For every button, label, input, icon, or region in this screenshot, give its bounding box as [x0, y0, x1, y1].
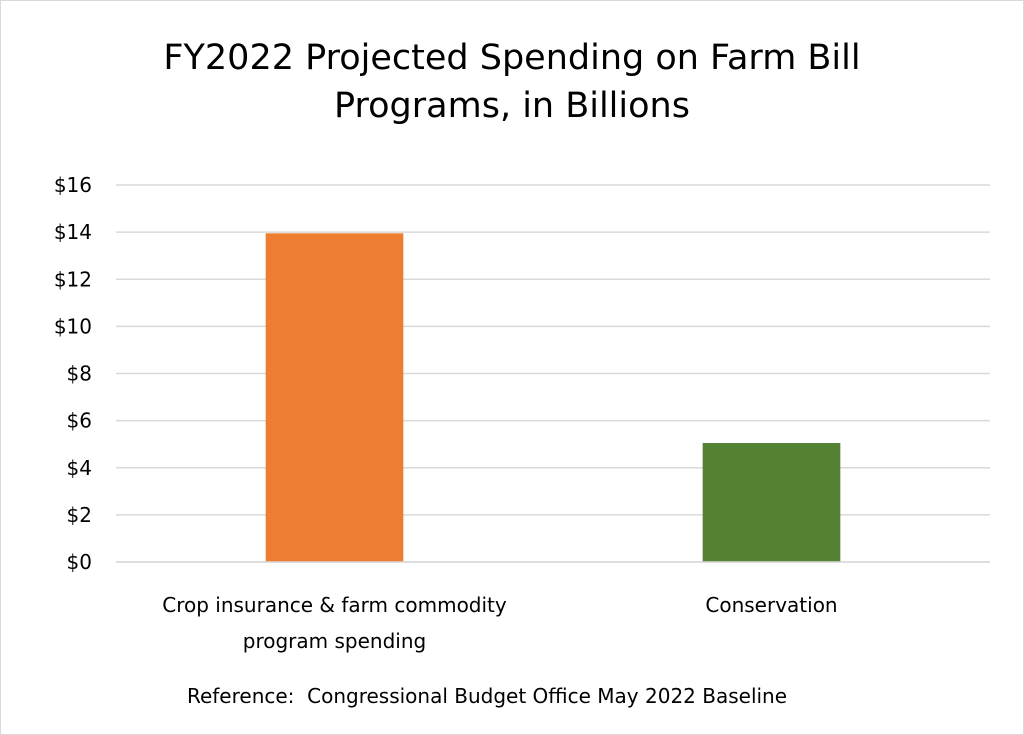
reference-note: Reference: Congressional Budget Office M… [186, 684, 788, 708]
y-tick-label: $6 [67, 409, 92, 433]
x-category-label: program spending [243, 629, 426, 653]
y-tick-label: $16 [54, 173, 92, 197]
bar-conservation [702, 443, 841, 562]
bar-crop-insurance [265, 233, 404, 562]
chart-title-line-2: Programs, in Billions [334, 86, 690, 126]
x-category-label: Conservation [705, 593, 837, 617]
y-tick-label: $4 [67, 456, 92, 480]
y-tick-label: $8 [67, 362, 92, 386]
y-tick-label: $0 [67, 550, 92, 574]
chart-title-line-1: FY2022 Projected Spending on Farm Bill [163, 38, 861, 78]
x-category-label: Crop insurance & farm commodity [162, 593, 507, 617]
y-tick-label: $10 [54, 314, 92, 338]
y-tick-label: $12 [54, 267, 92, 291]
y-tick-label: $14 [54, 220, 92, 244]
chart-title: FY2022 Projected Spending on Farm Bill P… [0, 34, 1024, 130]
y-tick-label: $2 [67, 503, 92, 527]
bar-chart: $0 $2 $4 $6 $8 $10 $12 $14 $16 Crop insurance & f… [54, 173, 990, 653]
